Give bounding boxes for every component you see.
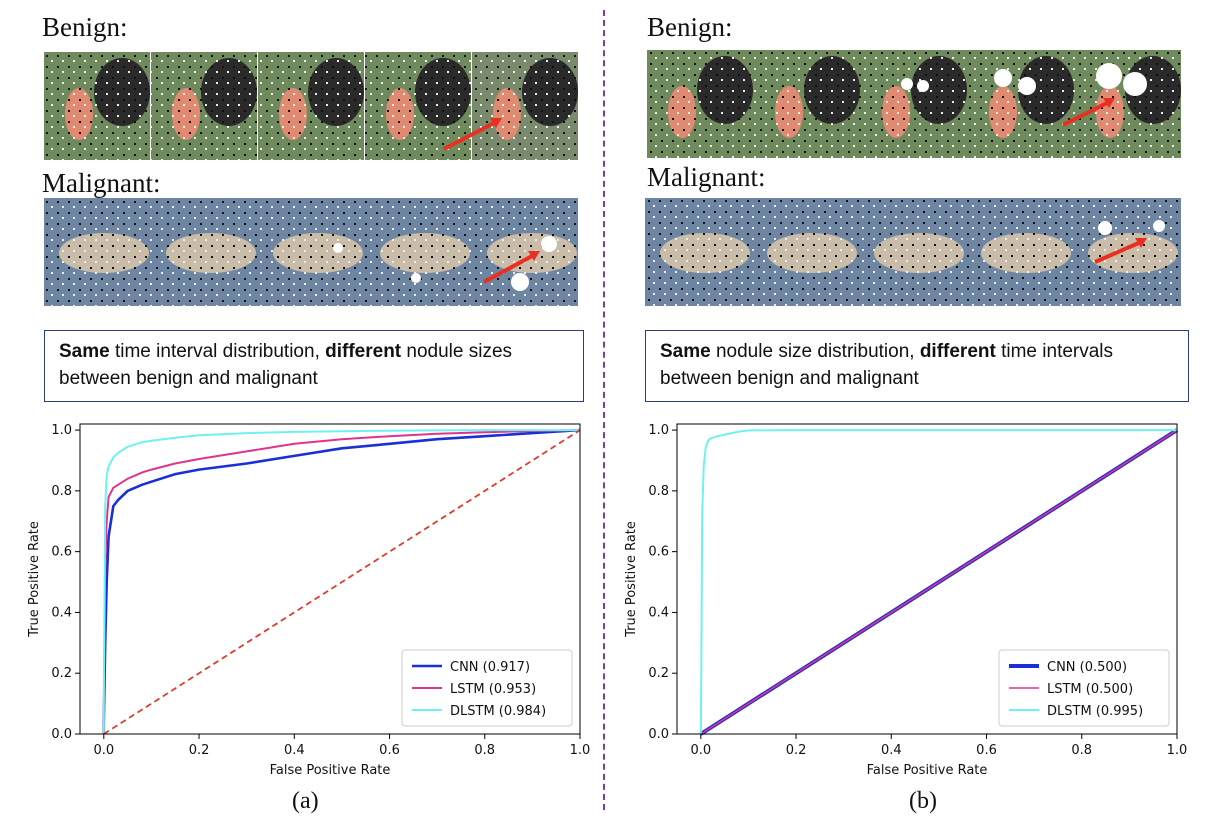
y-tick-label: 0.8 [51,484,72,499]
series-line-chance-diagonal [103,429,581,735]
caption-box-a: Same time interval distribution, differe… [44,330,584,402]
caption-bold-different: different [325,341,402,362]
series-line-cnn [102,428,581,734]
x-tick-label: 0.6 [976,743,997,758]
benign-image-strip [647,50,1181,158]
panel-b: Benign: [609,0,1218,824]
x-tick-label: 0.4 [881,743,902,758]
legend-label: LSTM (0.500) [1047,682,1133,697]
panel-a: Benign: [27,12,591,814]
caption-bold-different: different [919,341,996,362]
x-tick-label: 1.0 [570,743,591,758]
plot-frame [79,423,581,735]
caption-text-2: time intervals between benign and malign… [660,341,1114,389]
benign-label: Benign: [647,12,733,42]
benign-label: Benign: [42,12,128,42]
y-tick-label: 0.6 [51,545,72,560]
y-tick-label: 0.8 [648,484,669,499]
malignant-image-strip [645,198,1181,306]
legend-box [401,649,573,727]
y-tick-label: 0.2 [51,666,72,681]
x-tick-label: 0.2 [189,743,210,758]
series-line-dlstm [102,429,580,734]
legend-label: DLSTM (0.995) [1047,704,1143,719]
y-tick-label: 0.0 [648,727,669,742]
legend-box [998,649,1170,727]
x-tick-label: 0.0 [690,743,711,758]
x-tick-label: 0.8 [474,743,495,758]
y-tick-label: 0.4 [51,605,72,620]
series-line-dlstm [699,429,1177,735]
benign-image-strip [44,52,578,160]
y-tick-label: 0.0 [51,727,72,742]
y-tick-label: 0.6 [648,545,669,560]
subfigure-label-b: (b) [909,788,937,814]
panel-divider [603,10,605,810]
y-tick-label: 1.0 [51,423,72,438]
subfigure-label-a: (a) [292,788,319,814]
y-tick-label: 1.0 [648,423,669,438]
y-axis-label: True Positive Rate [624,521,639,638]
malignant-label: Malignant: [42,168,161,198]
plot-frame [676,423,1178,735]
malignant-image-strip [44,198,578,306]
x-tick-label: 0.4 [284,743,305,758]
malignant-label: Malignant: [647,162,766,192]
x-axis-label: False Positive Rate [270,763,391,778]
x-tick-label: 0.6 [379,743,400,758]
malignant-nodule-images [44,198,578,306]
benign-nodule-images [647,50,1181,158]
roc-chart-a: 0.0 0.2 0.4 0.6 0.8 1.0 0.0 0.2 0.4 0.6 0.8 1.0 Fals… [27,423,591,778]
series-line-lstm [700,429,1178,735]
y-tick-label: 0.4 [648,605,669,620]
malignant-nodule-images [645,198,1181,306]
legend-label: DLSTM (0.984) [450,704,546,719]
caption-text-2: nodule sizes between benign and malignan… [59,341,513,389]
y-axis-label: True Positive Rate [27,521,42,638]
roc-chart-b: 0.0 0.2 0.4 0.6 0.8 1.0 0.0 0.2 0.4 0.6 0.8 1.0 Fals… [624,423,1188,778]
caption-text-1: nodule size distribution, [710,341,920,362]
x-axis-label: False Positive Rate [867,763,988,778]
caption-bold-same: Same [59,341,110,362]
x-tick-label: 0.2 [786,743,807,758]
x-tick-label: 0.8 [1071,743,1092,758]
x-tick-label: 0.0 [93,743,114,758]
benign-nodule-images [44,52,578,160]
caption-text-1: time interval distribution, [109,341,326,362]
legend-label: LSTM (0.953) [450,682,536,697]
legend-label: CNN (0.500) [1047,660,1127,675]
caption-box-b: Same nodule size distribution, different… [645,330,1189,402]
legend-label: CNN (0.917) [450,660,530,675]
y-tick-label: 0.2 [648,666,669,681]
series-line-lstm [102,429,581,734]
x-tick-label: 1.0 [1167,743,1188,758]
caption-bold-same: Same [660,341,711,362]
